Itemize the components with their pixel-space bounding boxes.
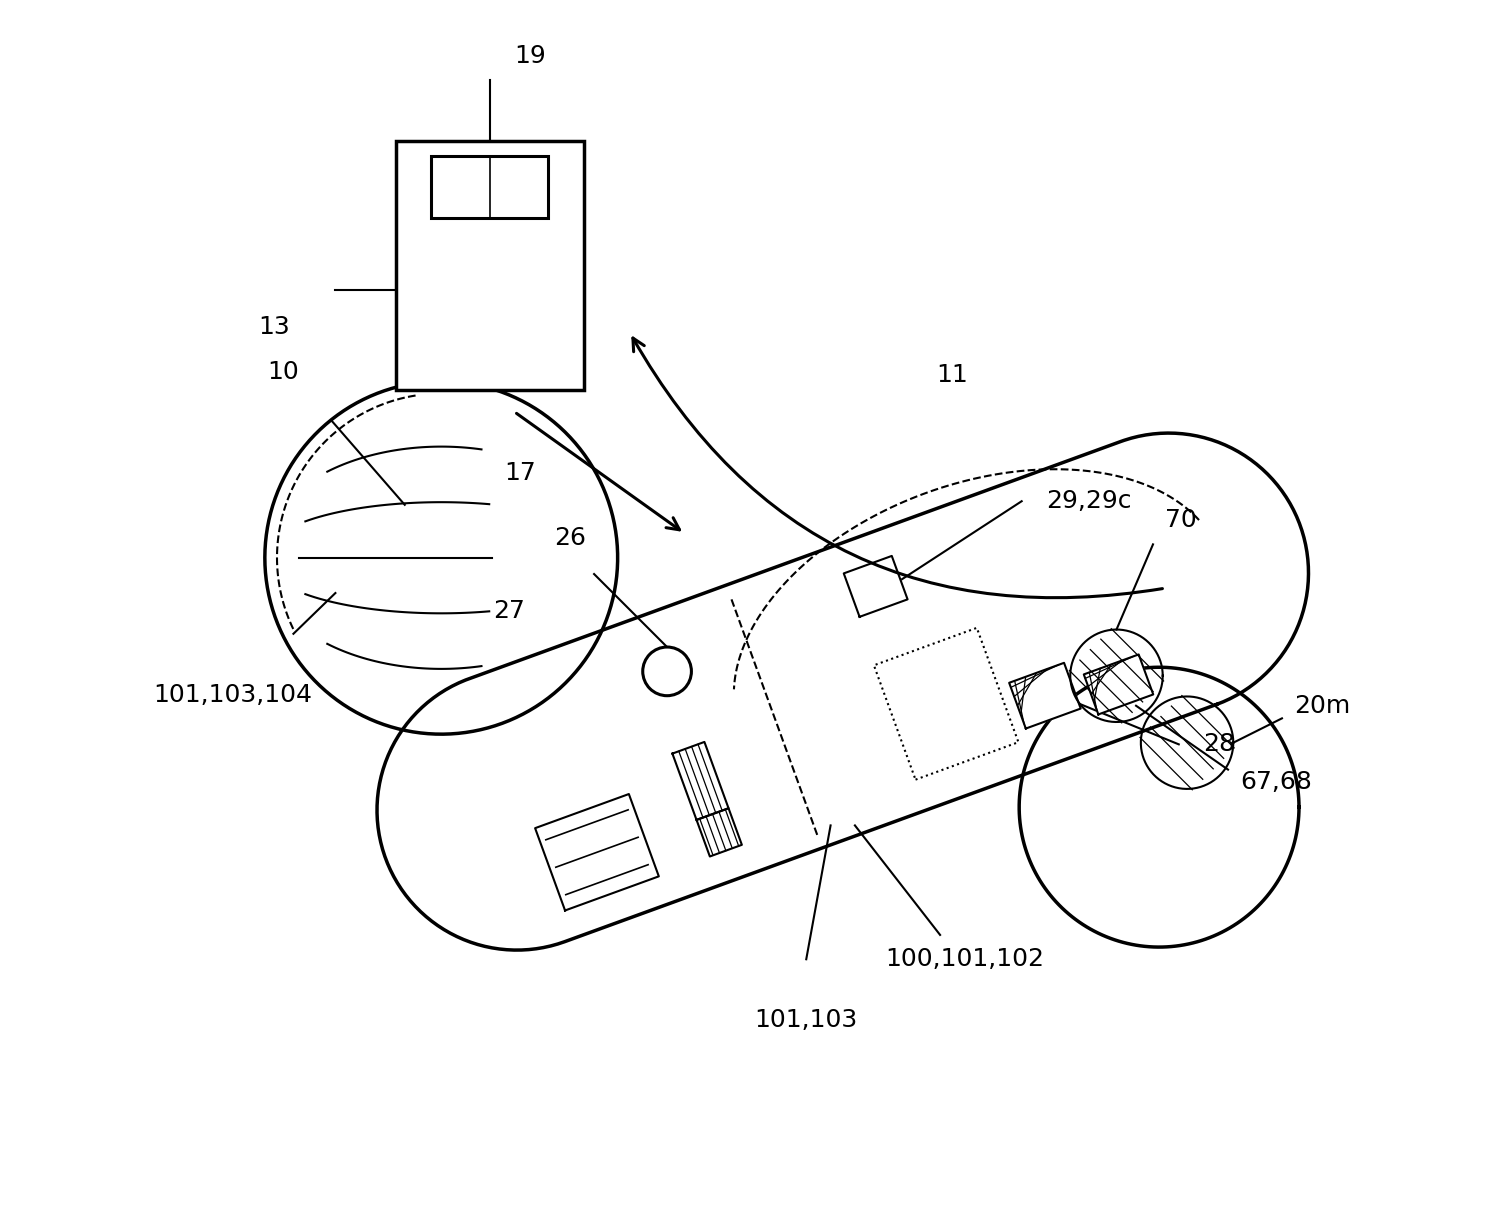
Text: 10: 10 bbox=[268, 360, 299, 385]
Polygon shape bbox=[696, 808, 742, 856]
Text: 19: 19 bbox=[514, 44, 546, 67]
Text: 13: 13 bbox=[259, 315, 290, 338]
Text: 67,68: 67,68 bbox=[1240, 769, 1312, 794]
FancyArrowPatch shape bbox=[517, 413, 679, 530]
FancyArrowPatch shape bbox=[633, 338, 1162, 598]
Text: 20m: 20m bbox=[1294, 695, 1350, 718]
Text: 17: 17 bbox=[505, 461, 537, 485]
Text: 101,103: 101,103 bbox=[755, 1008, 858, 1033]
Text: 26: 26 bbox=[553, 526, 586, 550]
Polygon shape bbox=[1009, 663, 1081, 729]
Polygon shape bbox=[672, 742, 729, 820]
Circle shape bbox=[643, 647, 691, 696]
Text: 28: 28 bbox=[1202, 733, 1235, 756]
Bar bbox=[395, 141, 585, 391]
Text: 11: 11 bbox=[936, 364, 968, 387]
Text: 100,101,102: 100,101,102 bbox=[885, 947, 1045, 971]
Polygon shape bbox=[535, 794, 658, 910]
Polygon shape bbox=[843, 556, 908, 617]
Bar bbox=[431, 156, 549, 218]
Text: 29,29c: 29,29c bbox=[1046, 489, 1132, 513]
Text: 27: 27 bbox=[493, 599, 525, 622]
Polygon shape bbox=[1084, 654, 1153, 714]
Text: 101,103,104: 101,103,104 bbox=[153, 682, 313, 707]
Text: 70: 70 bbox=[1165, 508, 1196, 532]
